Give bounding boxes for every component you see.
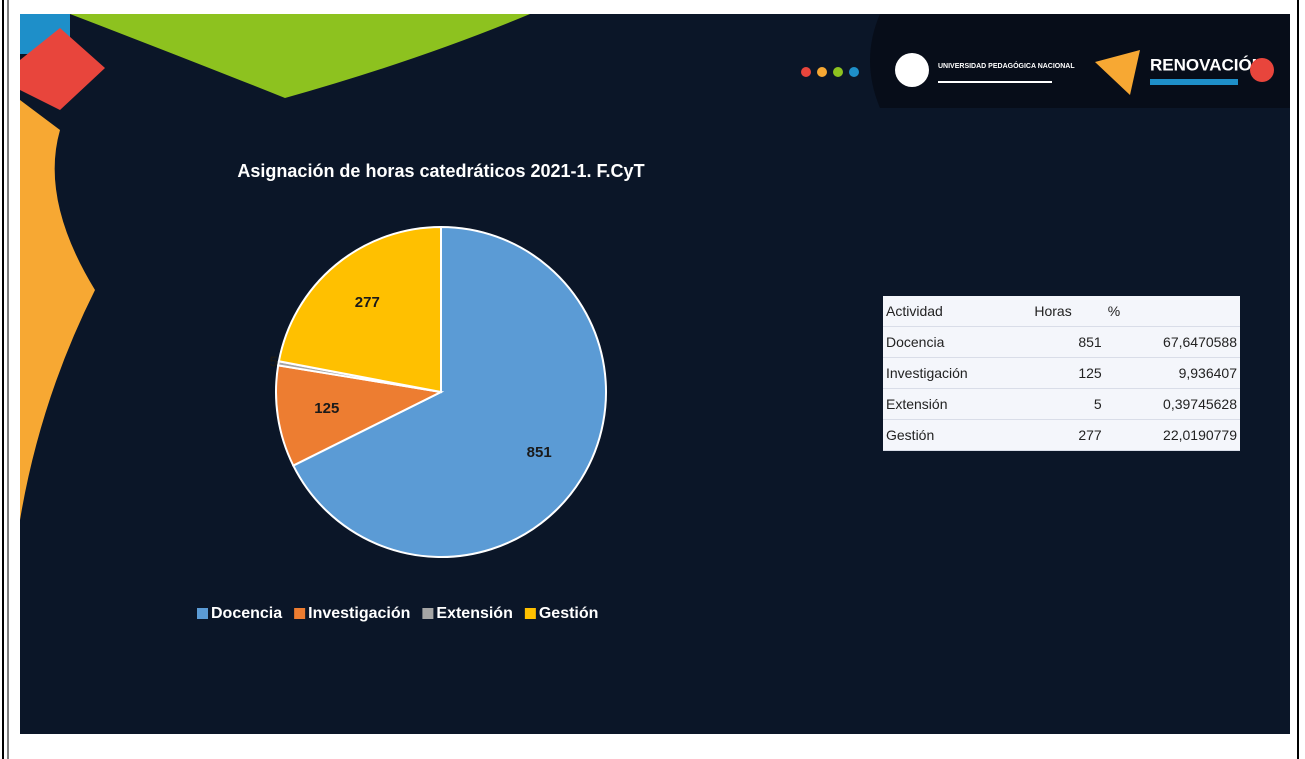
logo-text: RENOVACIÓN: [1150, 55, 1264, 74]
legend-label: Investigación: [308, 605, 410, 622]
chart-title: Asignación de horas catedráticos 2021-1.…: [237, 161, 644, 181]
table-cell: Extensión: [883, 389, 1031, 420]
page: UNIVERSIDAD PEDAGÓGICA NACIONAL RENOVACI…: [0, 0, 1305, 759]
legend-label: Docencia: [211, 605, 282, 622]
legend-swatch: [197, 608, 208, 619]
legend-swatch: [294, 608, 305, 619]
table-cell: 67,6470588: [1105, 327, 1240, 358]
table-cell: %: [1105, 296, 1240, 327]
table-cell: Docencia: [883, 327, 1031, 358]
legend: Docencia Investigación Extensión Gestión: [197, 605, 598, 622]
data-label: 125: [314, 400, 339, 417]
table-cell: 0,39745628: [1105, 389, 1240, 420]
legend-label: Gestión: [539, 605, 599, 622]
table-cell: 125: [1031, 358, 1104, 389]
table-cell: Actividad: [883, 296, 1031, 327]
legend-label: Extensión: [436, 605, 512, 622]
logo-text: UNIVERSIDAD PEDAGÓGICA NACIONAL: [938, 61, 1075, 70]
decor-dot: [817, 67, 827, 77]
logo-rule: [1150, 79, 1238, 85]
legend-swatch: [525, 608, 536, 619]
table-cell: 22,0190779: [1105, 420, 1240, 451]
table-cell: 851: [1031, 327, 1104, 358]
logo-emblem: [1250, 58, 1274, 82]
data-label: 851: [527, 444, 552, 461]
logo-emblem: [895, 53, 929, 87]
decor-dot: [801, 67, 811, 77]
data-label: 277: [355, 294, 380, 311]
table-cell: 9,936407: [1105, 358, 1240, 389]
table-cell: Gestión: [883, 420, 1031, 451]
decor-dot: [833, 67, 843, 77]
table-cell: Investigación: [883, 358, 1031, 389]
table-cell: Horas: [1031, 296, 1104, 327]
legend-swatch: [422, 608, 433, 619]
table-cell: 277: [1031, 420, 1104, 451]
table-cell: 5: [1031, 389, 1104, 420]
decor-dot: [849, 67, 859, 77]
data-label: 5: [269, 353, 277, 370]
